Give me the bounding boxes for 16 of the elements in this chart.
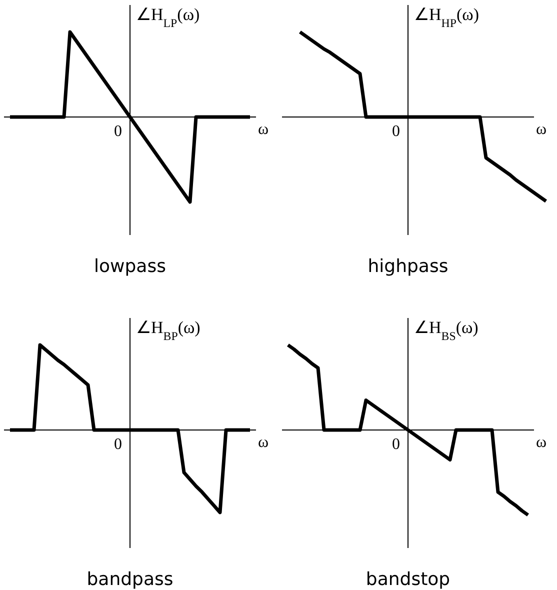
annotation: 0: [392, 123, 400, 140]
x-axis-title: ω: [258, 121, 269, 138]
text: bandstop: [366, 569, 450, 590]
annotation: 0: [114, 436, 122, 453]
text: highpass: [368, 256, 448, 277]
x-axis-title: ω: [536, 121, 547, 138]
y-axis-title: ∠H$_{BS}$(ω): [414, 318, 478, 343]
annotation: 0: [114, 123, 122, 140]
x-axis-title: ω: [536, 434, 547, 451]
y-axis-title: ∠H$_{HP}$(ω): [414, 5, 479, 30]
y-axis-title: ∠H$_{LP}$(ω): [136, 5, 200, 30]
annotation: 0: [392, 436, 400, 453]
text: lowpass: [94, 256, 166, 277]
y-axis-title: ∠H$_{BP}$(ω): [136, 318, 200, 343]
text: bandpass: [86, 569, 174, 590]
x-axis-title: ω: [258, 434, 269, 451]
